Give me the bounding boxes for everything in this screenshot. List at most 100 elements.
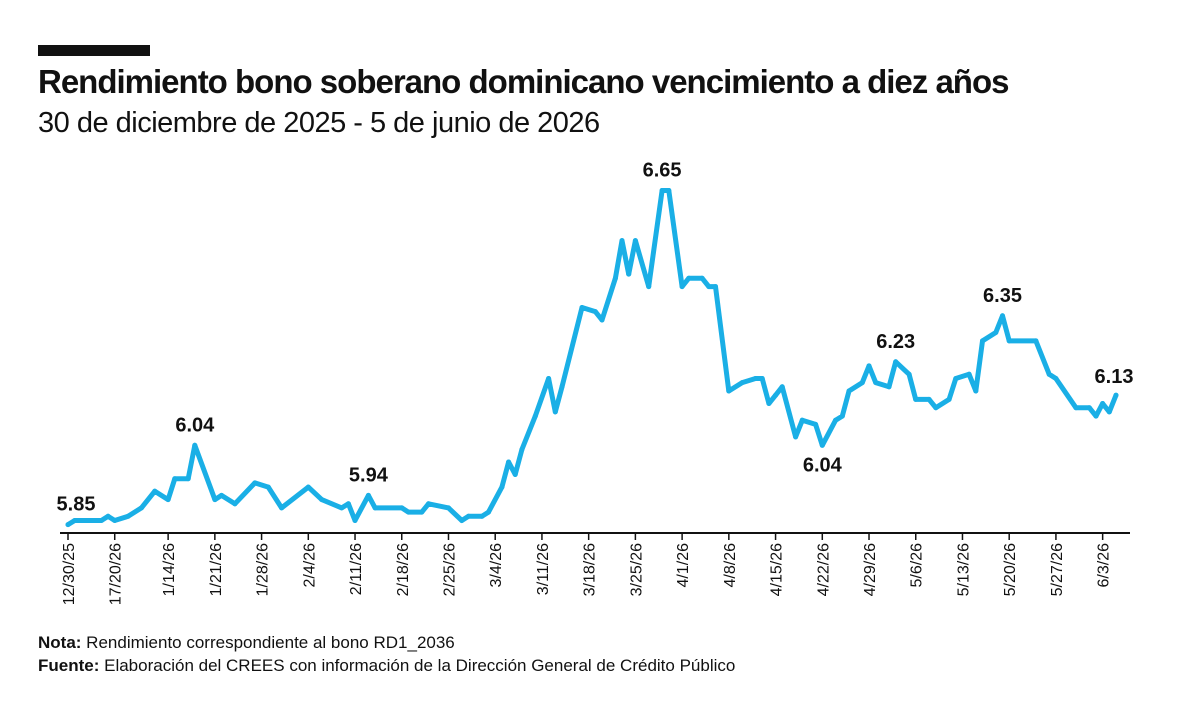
data-point: [612, 275, 618, 281]
data-point: [486, 509, 491, 515]
data-point: [933, 405, 939, 411]
data-point: [632, 238, 638, 244]
data-point: [112, 518, 118, 523]
data-point: [1100, 401, 1106, 406]
chart-title: Rendimiento bono soberano dominicano ven…: [38, 63, 1009, 100]
data-point: [279, 505, 285, 511]
data-point: [466, 513, 471, 519]
data-point: [906, 371, 912, 377]
data-point: [319, 497, 325, 503]
data-point: [305, 484, 311, 490]
data-point: [399, 505, 405, 511]
data-point: [966, 371, 972, 377]
data-point: [512, 472, 518, 477]
data-point: [926, 396, 932, 402]
data-point: [65, 522, 71, 528]
data-point: [579, 305, 585, 310]
data-point: [265, 484, 271, 490]
data-point: [105, 513, 111, 519]
data-point: [559, 384, 565, 390]
data-point: [446, 505, 451, 511]
note-label: Nota:: [38, 633, 82, 652]
data-point: [98, 518, 104, 523]
x-tick-label: 5/27/26: [1049, 543, 1066, 596]
data-point: [499, 484, 505, 490]
x-tick-label: 5/20/26: [1002, 543, 1019, 596]
data-label: 6.04: [175, 414, 215, 436]
data-point: [1053, 376, 1059, 381]
data-point: [372, 505, 378, 511]
data-point: [1033, 338, 1039, 344]
x-axis-ticks: [67, 533, 1104, 540]
x-tick-label: 3/4/26: [488, 543, 505, 588]
x-tick-label: 2/4/26: [301, 543, 318, 588]
data-point: [419, 509, 425, 515]
data-point: [953, 376, 959, 381]
x-tick-label: 4/8/26: [722, 543, 739, 588]
data-label: 5.85: [57, 494, 96, 516]
data-point: [980, 338, 985, 344]
data-point: [779, 384, 785, 390]
x-tick-label: 4/29/26: [862, 543, 879, 596]
data-point: [759, 376, 765, 381]
data-point: [1106, 409, 1112, 415]
x-tick-label: 4/22/26: [815, 543, 832, 596]
data-point: [365, 492, 371, 498]
source-line: Fuente: Elaboración del CREES con inform…: [38, 654, 735, 677]
data-point: [426, 501, 431, 507]
data-point: [459, 518, 465, 523]
x-tick-label: 17/20/26: [108, 543, 125, 605]
data-point: [552, 409, 558, 415]
x-tick-label: 2/18/26: [395, 543, 412, 596]
data-point: [546, 376, 552, 381]
yield-series-line: [65, 188, 1119, 528]
x-tick-label: 2/25/26: [441, 543, 458, 596]
data-label: 5.94: [349, 464, 389, 486]
data-point: [1006, 338, 1012, 344]
data-point: [886, 384, 892, 390]
data-point: [646, 284, 652, 290]
data-point: [686, 275, 692, 281]
data-point: [212, 497, 218, 503]
data-point: [1086, 405, 1092, 411]
x-tick-label: 4/15/26: [769, 543, 786, 596]
data-point: [506, 459, 512, 465]
data-point: [1000, 313, 1005, 319]
data-point: [973, 388, 979, 394]
data-point: [793, 434, 799, 440]
x-tick-label: 5/13/26: [955, 543, 972, 596]
data-point: [352, 518, 358, 523]
x-tick-label: 3/11/26: [535, 543, 552, 595]
data-point: [125, 513, 131, 519]
data-point: [739, 380, 745, 386]
data-point: [192, 442, 198, 448]
data-point: [85, 518, 91, 523]
note-text: Rendimiento correspondiente al bono RD1_…: [81, 633, 455, 652]
data-point: [679, 284, 685, 290]
data-point: [185, 476, 191, 482]
data-point: [659, 188, 665, 193]
data-point: [773, 392, 779, 398]
data-point: [819, 442, 825, 448]
series-points: [65, 188, 1119, 528]
x-tick-label: 1/28/26: [255, 543, 272, 596]
data-point: [859, 380, 865, 386]
data-point: [993, 330, 999, 335]
data-point: [713, 284, 718, 290]
x-tick-label: 3/18/26: [582, 543, 599, 596]
data-point: [866, 363, 872, 369]
data-point: [893, 359, 899, 365]
data-point: [172, 476, 178, 482]
data-point: [72, 518, 78, 523]
data-point: [1093, 413, 1099, 419]
data-point: [252, 480, 258, 486]
data-label: 6.04: [803, 454, 843, 476]
x-tick-label: 2/11/26: [348, 543, 365, 595]
data-point: [666, 188, 672, 193]
data-point: [1046, 371, 1052, 377]
data-point: [138, 505, 144, 511]
data-point: [946, 396, 952, 402]
data-point: [532, 413, 538, 419]
data-point: [152, 488, 158, 494]
x-axis-tick-labels: 12/30/25 17/20/26 1/14/26 1/21/26 1/28/26 2/4…: [61, 543, 1113, 605]
